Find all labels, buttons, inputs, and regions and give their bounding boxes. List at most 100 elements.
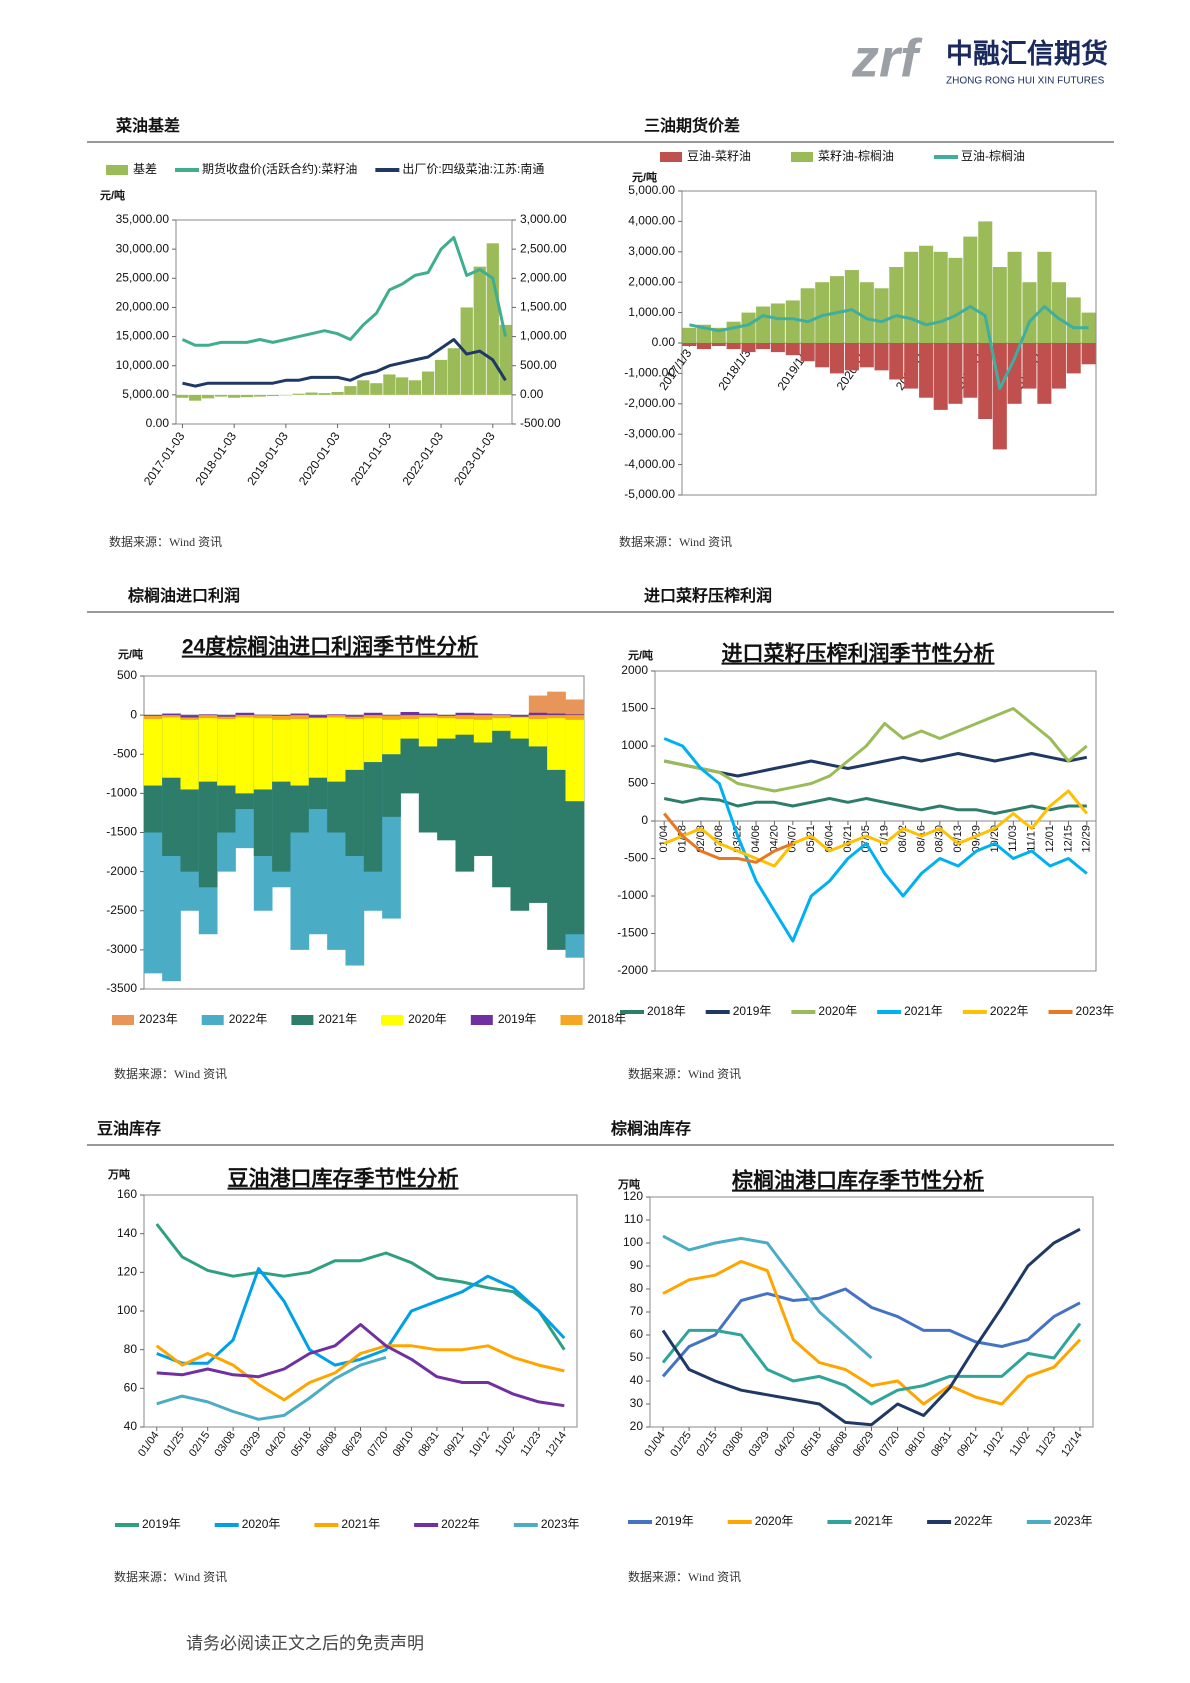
bar <box>400 715 420 720</box>
x-tick-label: 04/06 <box>750 825 762 853</box>
bar <box>815 343 830 368</box>
legend-swatch <box>470 1015 493 1025</box>
bar <box>844 270 859 343</box>
bar <box>272 715 291 716</box>
bar <box>978 221 993 343</box>
y-tick-label: -500 <box>624 851 648 865</box>
bar <box>1081 343 1096 365</box>
y-tick-label: -1500 <box>106 825 137 839</box>
legend-label: 出厂价:四级菜油:江苏:南通 <box>402 161 544 176</box>
bar <box>180 715 200 720</box>
bar <box>859 343 874 368</box>
bar <box>253 394 266 397</box>
bar <box>510 715 530 717</box>
legend-label: 2022年 <box>990 1004 1029 1018</box>
bar <box>331 391 344 395</box>
chart-title: 24度棕榈油进口利润季节性分析 <box>182 635 478 659</box>
legend-label: 2021年 <box>854 1514 893 1528</box>
y-tick-label: 15,000.00 <box>116 329 170 343</box>
y2-tick-label: 500.00 <box>520 358 557 372</box>
bar <box>228 394 241 398</box>
bar <box>327 715 346 718</box>
bar <box>859 282 874 343</box>
legend-swatch <box>106 165 128 175</box>
bar <box>176 394 189 398</box>
y2-tick-label: 1,000.00 <box>520 329 567 343</box>
bar <box>266 394 279 397</box>
y-tick-label: 90 <box>630 1258 644 1272</box>
y-tick-label: 60 <box>630 1327 644 1341</box>
y-tick-label: 70 <box>630 1304 644 1318</box>
bar <box>396 377 409 395</box>
bar <box>565 714 585 716</box>
section-heading: 菜油基差 <box>115 116 180 135</box>
bar <box>547 713 566 716</box>
bar <box>1066 297 1081 343</box>
bar <box>874 343 889 371</box>
bar <box>214 394 228 397</box>
bar <box>290 713 310 716</box>
bar <box>292 393 305 395</box>
axis-unit: 元/吨 <box>118 647 143 661</box>
bar <box>874 288 889 343</box>
y-tick-label: 30,000.00 <box>116 241 170 255</box>
bar <box>948 343 963 404</box>
bar <box>904 251 919 343</box>
y-tick-label: 25,000.00 <box>116 270 170 284</box>
bar <box>756 306 771 343</box>
axis-unit: 万吨 <box>617 1177 640 1191</box>
bar <box>1037 343 1052 404</box>
section-heading: 豆油库存 <box>97 1119 161 1138</box>
y-tick-label: -2000 <box>106 864 137 878</box>
x-tick-label: 05/21 <box>805 825 817 853</box>
y-tick-label: -2000 <box>617 963 648 977</box>
bar <box>741 312 756 343</box>
bar <box>528 695 548 716</box>
x-tick-label: 12/29 <box>1081 825 1093 853</box>
bar <box>473 713 493 716</box>
bar <box>547 715 566 770</box>
bar <box>363 715 383 763</box>
bar-layer <box>682 221 1096 450</box>
bar <box>382 715 401 716</box>
series-line <box>182 338 507 388</box>
y-tick-label: 0 <box>130 707 137 721</box>
legend-swatch <box>660 152 682 162</box>
series-line <box>156 1267 566 1367</box>
axis-unit: 元/吨 <box>100 188 125 202</box>
bar <box>217 715 236 786</box>
bar <box>189 394 202 401</box>
bar <box>437 715 456 841</box>
bar <box>382 715 401 755</box>
bar <box>510 715 530 911</box>
bar <box>919 245 934 343</box>
series-line <box>663 797 1087 815</box>
bar <box>327 714 346 716</box>
bar <box>143 715 163 786</box>
bar <box>460 307 473 395</box>
series-line <box>663 752 1088 778</box>
y-tick-label: 40 <box>630 1373 644 1387</box>
bar <box>180 715 200 718</box>
y-tick-label: 30 <box>630 1396 644 1410</box>
y-tick-label: -1,000.00 <box>624 366 675 380</box>
series-line <box>663 812 794 864</box>
axis-unit: 万吨 <box>107 1167 130 1181</box>
bar <box>696 343 711 350</box>
bar <box>418 715 438 747</box>
bar <box>547 715 566 950</box>
bar <box>492 715 511 719</box>
legend-label: 基差 <box>133 162 157 176</box>
series-line <box>156 1323 565 1408</box>
series-line <box>155 1344 565 1402</box>
y-tick-label: 0.00 <box>146 416 170 430</box>
bar <box>198 715 218 719</box>
bar <box>978 343 993 419</box>
bar <box>829 276 845 343</box>
bar <box>473 715 493 720</box>
line-layer <box>663 707 1088 943</box>
section-heading: 进口菜籽压榨利润 <box>644 586 772 605</box>
x-tick-label: 07/19 <box>879 825 891 853</box>
y-tick-label: 3,000.00 <box>628 244 675 258</box>
x-tick-label: 09/13 <box>952 825 964 853</box>
